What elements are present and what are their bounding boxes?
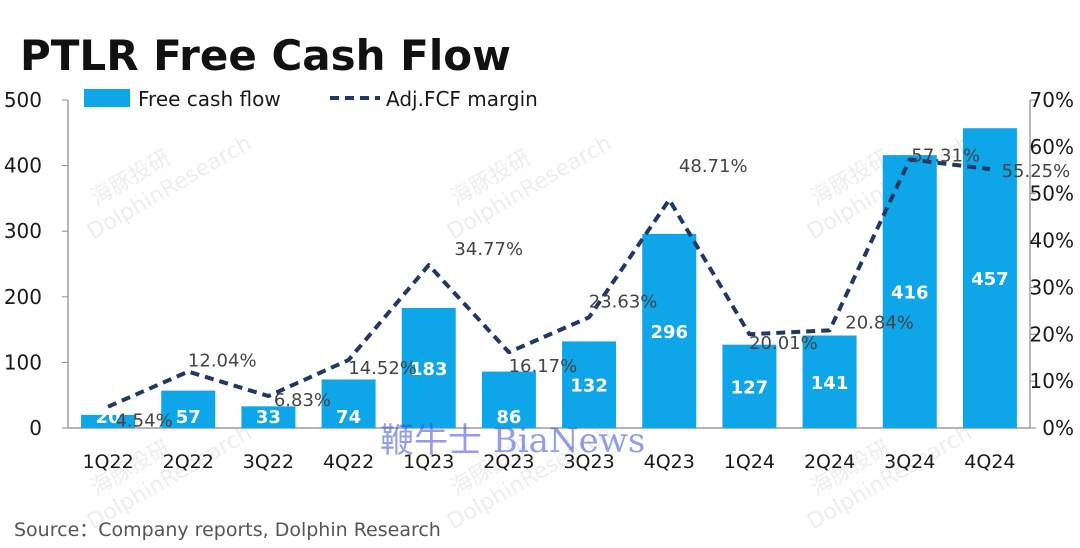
bar-value-label: 132: [570, 376, 608, 397]
x-tick-label: 1Q24: [724, 451, 775, 473]
bar-value-label: 141: [811, 373, 849, 394]
y-ticks-left: 0 100 200 300 400 500: [4, 88, 68, 440]
line-value-label: 48.71%: [679, 156, 748, 177]
bar-series: 20 57 33 74 183 86 132 296 127 141 416 457: [81, 128, 1017, 428]
y2-tick-label: 20%: [1030, 322, 1074, 346]
bar-value-label: 74: [336, 407, 361, 428]
x-tick-label: 2Q22: [163, 451, 214, 473]
y2-tick-label: 60%: [1030, 135, 1074, 159]
bar-3Q23: [562, 341, 617, 428]
bar-value-label: 86: [496, 407, 521, 428]
y-tick-label: 300: [4, 219, 42, 243]
line-value-label: 14.52%: [348, 358, 417, 379]
line-value-label: 55.25%: [1002, 161, 1071, 182]
bar-4Q22: [321, 379, 376, 428]
y-tick-label: 0: [29, 416, 42, 440]
legend-label-margin: Adj.FCF margin: [386, 87, 538, 111]
x-tick-label: 3Q24: [884, 451, 935, 473]
y2-tick-label: 40%: [1030, 229, 1074, 253]
legend: Free cash flow Adj.FCF margin: [84, 87, 538, 111]
bar-2Q24: [802, 335, 857, 428]
x-tick-label: 4Q24: [964, 451, 1015, 473]
y-tick-label: 200: [4, 285, 42, 309]
y-tick-label: 100: [4, 350, 42, 374]
bar-value-label: 20: [96, 407, 121, 428]
y2-tick-label: 10%: [1030, 369, 1074, 393]
bar-value-label: 57: [176, 407, 201, 428]
bar-value-label: 33: [256, 407, 281, 428]
overlay-watermark: 鞭牛士 BiaNews: [380, 421, 645, 461]
x-tick-label: 2Q24: [804, 451, 855, 473]
x-tick-label: 1Q23: [403, 451, 454, 473]
y2-tick-label: 30%: [1030, 275, 1074, 299]
line-value-label: 34.77%: [454, 239, 523, 260]
y-tick-label: 500: [4, 88, 42, 112]
bar-4Q24: [962, 128, 1017, 428]
line-value-label: 12.04%: [188, 351, 257, 372]
bar-1Q23: [401, 307, 456, 428]
bar-4Q23: [642, 233, 697, 428]
y-tick-label: 400: [4, 154, 42, 178]
line-value-label: 20.84%: [845, 312, 914, 333]
x-tick-label: 2Q23: [483, 451, 534, 473]
bar-3Q22: [241, 406, 296, 428]
chart-title: PTLR Free Cash Flow: [20, 31, 511, 80]
bar-value-label: 416: [891, 283, 929, 304]
bar-value-label: 457: [971, 269, 1009, 290]
line-value-label: 23.63%: [589, 291, 658, 312]
margin-line: [107, 157, 991, 409]
line-value-label: 4.54%: [115, 411, 172, 432]
bar-value-label: 183: [410, 359, 448, 380]
x-tick-label: 4Q23: [644, 451, 695, 473]
bar-2Q23: [481, 371, 536, 428]
x-tick-label: 3Q22: [243, 451, 294, 473]
bar-1Q24: [722, 344, 777, 428]
y2-tick-label: 0%: [1042, 416, 1074, 440]
x-ticks: 1Q22 2Q22 3Q22 4Q22 1Q23 2Q23 3Q23 4Q23 1Q24 2Q24…: [82, 451, 1015, 473]
source-note: Source：Company reports, Dolphin Research: [14, 519, 441, 541]
y2-tick-label: 50%: [1030, 182, 1074, 206]
line-value-label: 20.01%: [749, 333, 818, 354]
bar-2Q22: [161, 390, 216, 428]
bar-value-label: 127: [731, 377, 769, 398]
line-series: 4.54% 12.04% 6.83% 14.52% 34.77% 16.17% 23.63%…: [107, 145, 1071, 432]
x-tick-label: 4Q22: [323, 451, 374, 473]
line-value-label: 57.31%: [911, 145, 980, 166]
y-ticks-right: 0% 10% 20% 30% 40% 50% 60% 70%: [1030, 88, 1074, 440]
bar-1Q22: [81, 414, 136, 428]
legend-swatch-fcf: [84, 89, 130, 107]
x-tick-label: 1Q22: [82, 451, 133, 473]
line-value-label: 6.83%: [274, 390, 331, 411]
bar-value-label: 296: [650, 322, 688, 343]
legend-label-fcf: Free cash flow: [138, 87, 281, 111]
x-tick-label: 3Q23: [563, 451, 614, 473]
y2-tick-label: 70%: [1030, 88, 1074, 112]
line-value-label: 16.17%: [509, 356, 578, 377]
